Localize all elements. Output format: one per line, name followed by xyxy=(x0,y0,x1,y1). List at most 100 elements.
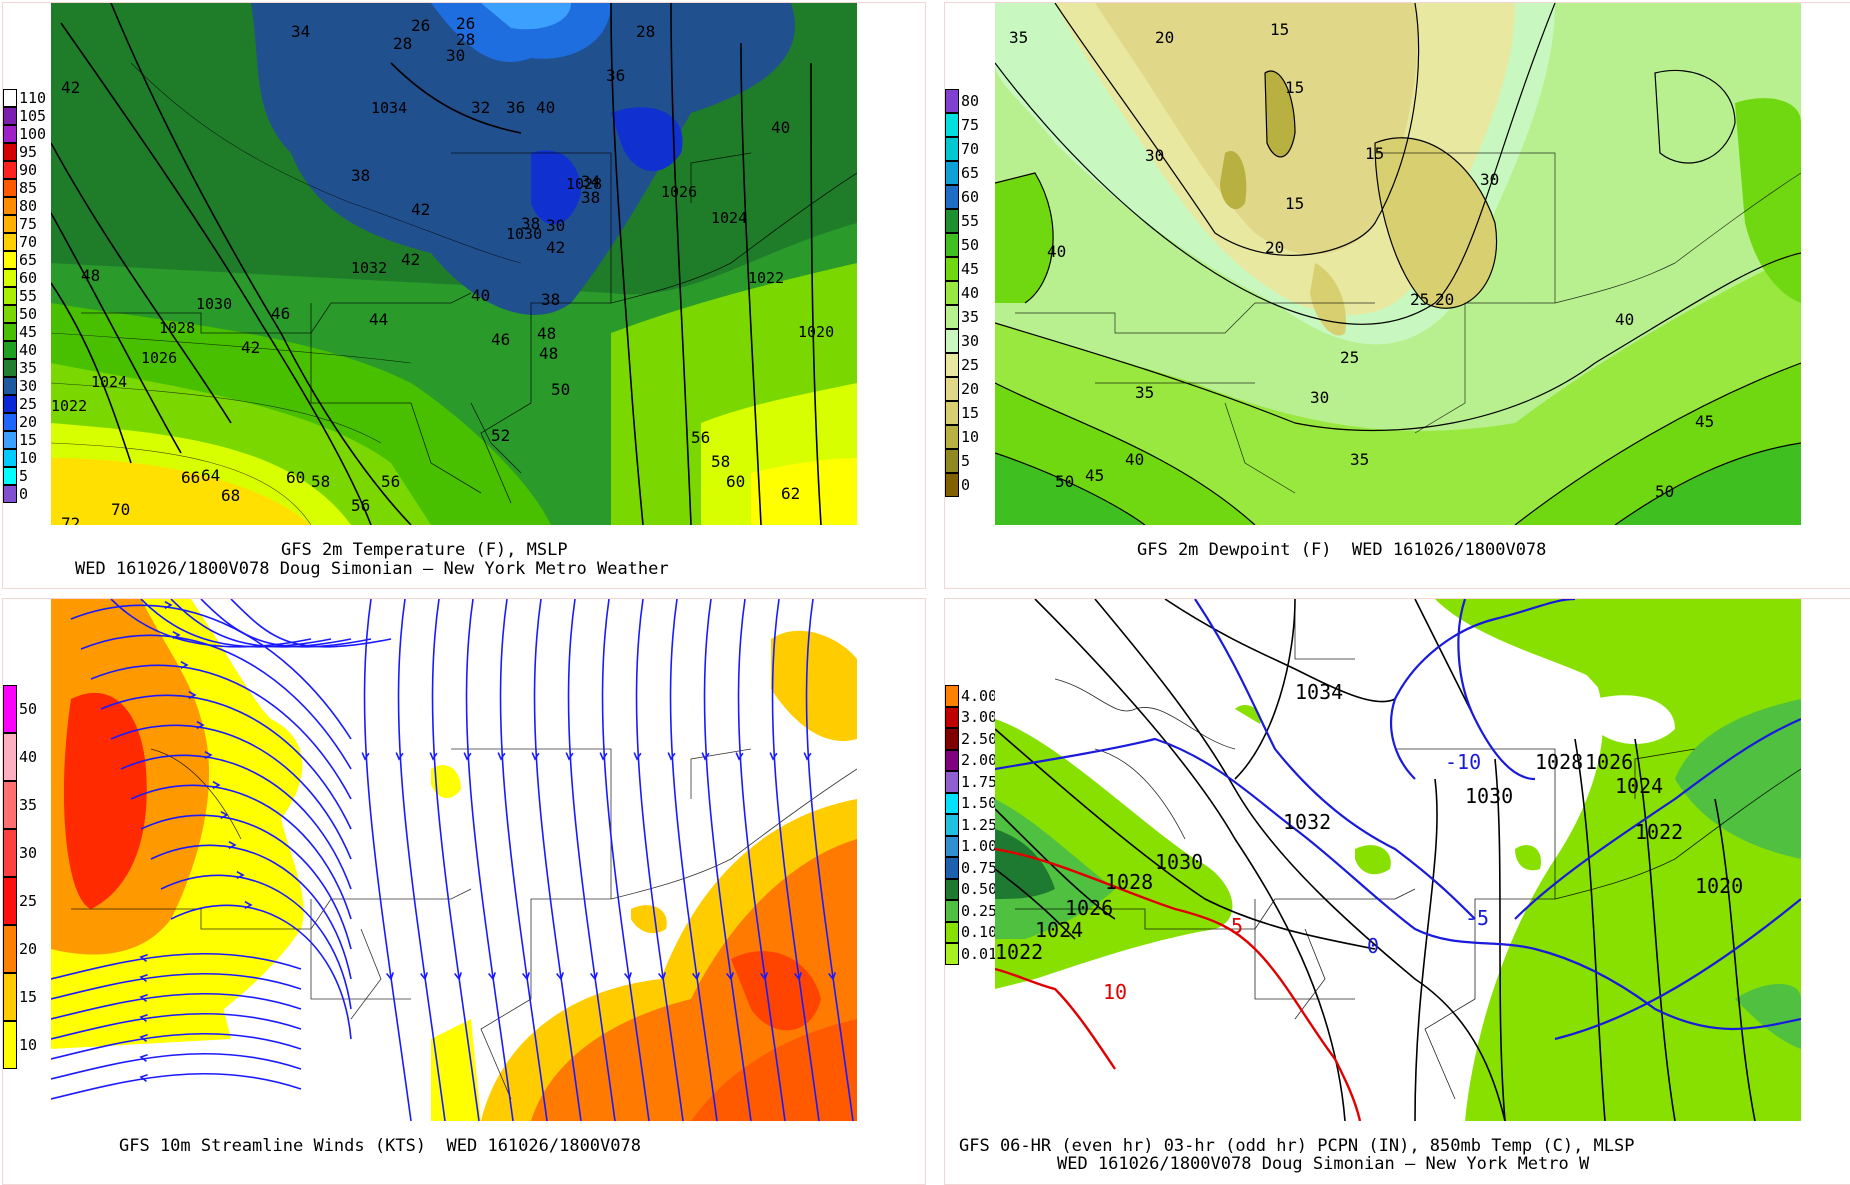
scale-swatch xyxy=(945,353,959,377)
svg-text:1022: 1022 xyxy=(1635,820,1683,844)
svg-text:1024: 1024 xyxy=(1035,918,1083,942)
svg-text:62: 62 xyxy=(781,484,800,503)
svg-text:45: 45 xyxy=(1085,466,1104,485)
svg-text:36: 36 xyxy=(506,98,525,117)
svg-text:42: 42 xyxy=(61,78,80,97)
scale-label: 110 xyxy=(19,89,47,107)
scale-label: 2.50 xyxy=(961,729,998,748)
scale-label: 45 xyxy=(961,260,980,278)
scale-swatch xyxy=(945,706,959,728)
svg-text:1026: 1026 xyxy=(1585,750,1633,774)
dewpoint-color-scale: 80 75 70 65 60 55 50 45 40 35 30 25 20 15 10 5 0 xyxy=(945,89,1007,529)
scale-swatch xyxy=(945,771,959,793)
scale-swatch xyxy=(3,107,17,125)
svg-text:40: 40 xyxy=(536,98,555,117)
scale-label: 35 xyxy=(19,796,38,814)
precip-subtitle: WED 161026/1800V078 Doug Simonian — New … xyxy=(1057,1154,1590,1174)
svg-text:40: 40 xyxy=(1125,450,1144,469)
scale-label: 15 xyxy=(19,988,38,1006)
svg-text:58: 58 xyxy=(311,472,330,491)
svg-text:42: 42 xyxy=(401,250,420,269)
scale-swatch xyxy=(945,281,959,305)
scale-label: 25 xyxy=(19,892,38,910)
scale-swatch xyxy=(945,749,959,771)
scale-label: 60 xyxy=(961,188,980,206)
svg-text:38: 38 xyxy=(581,188,600,207)
svg-text:30: 30 xyxy=(446,46,465,65)
scale-swatch xyxy=(3,733,17,781)
scale-swatch xyxy=(3,287,17,305)
svg-text:1034: 1034 xyxy=(1295,680,1343,704)
wind-title: GFS 10m Streamline Winds (KTS) WED 16102… xyxy=(119,1136,641,1156)
svg-text:72: 72 xyxy=(61,514,80,525)
svg-text:64: 64 xyxy=(201,466,220,485)
scale-label: 55 xyxy=(961,212,980,230)
scale-label: 65 xyxy=(961,164,980,182)
scale-label: 1.50 xyxy=(961,794,998,813)
svg-text:1034: 1034 xyxy=(371,99,407,117)
svg-text:30: 30 xyxy=(1145,146,1164,165)
scale-swatch xyxy=(945,900,959,922)
svg-text:70: 70 xyxy=(111,500,130,519)
svg-text:38: 38 xyxy=(541,290,560,309)
scale-swatch xyxy=(945,161,959,185)
scale-swatch xyxy=(3,395,17,413)
svg-text:26: 26 xyxy=(456,14,475,33)
temperature-title: GFS 2m Temperature (F), MSLP xyxy=(281,540,568,560)
scale-swatch xyxy=(945,792,959,814)
svg-text:1022: 1022 xyxy=(748,269,784,287)
svg-text:50: 50 xyxy=(551,380,570,399)
svg-text:20: 20 xyxy=(1435,290,1454,309)
scale-label: 85 xyxy=(19,179,38,197)
scale-swatch xyxy=(3,305,17,323)
scale-swatch xyxy=(3,413,17,431)
wind-panel: 50 40 35 30 25 20 15 10 xyxy=(2,598,926,1185)
dewpoint-panel: 80 75 70 65 60 55 50 45 40 35 30 25 20 15 10 5 0 xyxy=(944,2,1850,589)
precip-map: 1034 1032 1030 1030 1028 1026 1024 1022 … xyxy=(995,599,1801,1121)
scale-swatch xyxy=(3,431,17,449)
scale-swatch xyxy=(3,449,17,467)
scale-label: 5 xyxy=(19,467,29,485)
svg-text:52: 52 xyxy=(491,426,510,445)
scale-swatch xyxy=(945,449,959,473)
temperature-panel: 110 105 100 95 90 85 80 75 70 65 60 55 50 45 40 35 30 25 2… xyxy=(2,2,926,589)
scale-label: 0.10 xyxy=(961,923,998,942)
svg-text:1020: 1020 xyxy=(798,323,834,341)
scale-label: 50 xyxy=(19,700,38,718)
scale-label: 15 xyxy=(19,431,38,449)
scale-swatch xyxy=(945,209,959,233)
svg-text:50: 50 xyxy=(1655,482,1674,501)
temperature-map: 26 28 26 28 30 34 28 36 32 36 40 38 42 3… xyxy=(51,3,857,525)
scale-swatch xyxy=(3,829,17,877)
scale-label: 30 xyxy=(19,377,38,395)
scale-swatch xyxy=(945,401,959,425)
scale-swatch xyxy=(3,197,17,215)
scale-swatch xyxy=(945,185,959,209)
svg-text:1030: 1030 xyxy=(506,225,542,243)
scale-swatch xyxy=(945,473,959,497)
dewpoint-map: 35 20 15 15 15 15 20 30 40 30 20 25 25 3… xyxy=(995,3,1801,525)
scale-swatch xyxy=(3,125,17,143)
scale-swatch xyxy=(3,877,17,925)
scale-label: 100 xyxy=(19,125,47,143)
scale-label: 25 xyxy=(19,395,38,413)
svg-text:50: 50 xyxy=(1055,472,1074,491)
svg-text:56: 56 xyxy=(381,472,400,491)
dewpoint-title: GFS 2m Dewpoint (F) WED 161026/1800V078 xyxy=(1137,540,1547,560)
scale-swatch xyxy=(945,943,959,965)
scale-swatch xyxy=(945,305,959,329)
scale-swatch xyxy=(3,161,17,179)
svg-text:30: 30 xyxy=(1480,170,1499,189)
svg-text:48: 48 xyxy=(537,324,556,343)
scale-label: 60 xyxy=(19,269,38,287)
svg-text:1030: 1030 xyxy=(1155,850,1203,874)
temp-label-26: 26 xyxy=(411,16,430,35)
svg-text:28: 28 xyxy=(393,34,412,53)
scale-label: 3.00 xyxy=(961,708,998,727)
svg-text:56: 56 xyxy=(351,496,370,515)
svg-text:20: 20 xyxy=(1265,238,1284,257)
scale-swatch xyxy=(3,1021,17,1069)
scale-swatch xyxy=(3,143,17,161)
scale-label: 20 xyxy=(19,413,38,431)
scale-swatch xyxy=(3,973,17,1021)
